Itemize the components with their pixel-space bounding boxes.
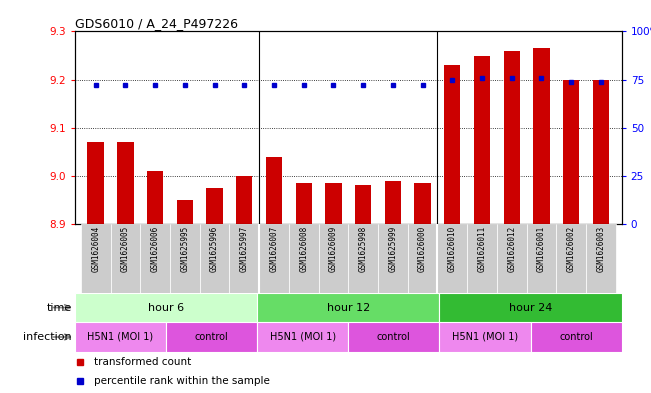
Bar xyxy=(533,48,549,224)
Text: GSM1626001: GSM1626001 xyxy=(537,226,546,272)
Bar xyxy=(348,224,378,293)
Bar xyxy=(326,183,342,224)
Text: H5N1 (MOI 1): H5N1 (MOI 1) xyxy=(452,332,518,342)
Text: GSM1626006: GSM1626006 xyxy=(150,226,159,272)
Text: hour 12: hour 12 xyxy=(327,303,370,312)
Text: GSM1626002: GSM1626002 xyxy=(566,226,575,272)
Text: GSM1625995: GSM1625995 xyxy=(180,226,189,272)
Text: time: time xyxy=(46,303,72,312)
Text: GSM1626007: GSM1626007 xyxy=(270,226,279,272)
Bar xyxy=(257,293,439,322)
Bar xyxy=(467,224,497,293)
Bar xyxy=(415,183,431,224)
Text: GSM1625999: GSM1625999 xyxy=(389,226,397,272)
Text: GSM1626009: GSM1626009 xyxy=(329,226,338,272)
Text: GSM1626000: GSM1626000 xyxy=(418,226,427,272)
Text: hour 6: hour 6 xyxy=(148,303,184,312)
Text: H5N1 (MOI 1): H5N1 (MOI 1) xyxy=(87,332,154,342)
Bar xyxy=(439,322,531,352)
Bar xyxy=(378,224,408,293)
Bar xyxy=(497,224,527,293)
Bar xyxy=(166,322,257,352)
Bar xyxy=(289,224,318,293)
Bar xyxy=(531,322,622,352)
Text: infection: infection xyxy=(23,332,72,342)
Bar xyxy=(527,224,557,293)
Text: transformed count: transformed count xyxy=(94,357,191,367)
Bar xyxy=(147,171,163,224)
Text: H5N1 (MOI 1): H5N1 (MOI 1) xyxy=(270,332,336,342)
Bar xyxy=(296,183,312,224)
Text: control: control xyxy=(377,332,411,342)
Bar xyxy=(385,181,401,224)
Text: GSM1626011: GSM1626011 xyxy=(478,226,486,272)
Bar xyxy=(75,322,166,352)
Bar xyxy=(439,293,622,322)
Bar xyxy=(348,322,439,352)
Text: control: control xyxy=(559,332,593,342)
Text: GSM1625998: GSM1625998 xyxy=(359,226,368,272)
Bar xyxy=(200,224,229,293)
Bar xyxy=(259,224,289,293)
Bar xyxy=(75,293,257,322)
Bar xyxy=(236,176,253,224)
Bar xyxy=(437,224,467,293)
Bar xyxy=(257,322,348,352)
Bar xyxy=(474,55,490,224)
Text: hour 24: hour 24 xyxy=(509,303,552,312)
Text: GSM1626003: GSM1626003 xyxy=(596,226,605,272)
Bar xyxy=(504,51,520,224)
Text: GDS6010 / A_24_P497226: GDS6010 / A_24_P497226 xyxy=(75,17,238,30)
Bar xyxy=(176,200,193,224)
Bar xyxy=(87,142,104,224)
Text: GSM1625997: GSM1625997 xyxy=(240,226,249,272)
Bar xyxy=(444,65,460,224)
Bar xyxy=(229,224,259,293)
Bar xyxy=(111,224,140,293)
Text: GSM1626004: GSM1626004 xyxy=(91,226,100,272)
Bar xyxy=(266,157,282,224)
Bar xyxy=(592,80,609,224)
Bar xyxy=(557,224,586,293)
Bar xyxy=(206,188,223,224)
Text: GSM1626010: GSM1626010 xyxy=(448,226,457,272)
Bar xyxy=(318,224,348,293)
Bar xyxy=(563,80,579,224)
Text: GSM1625996: GSM1625996 xyxy=(210,226,219,272)
Bar xyxy=(586,224,616,293)
Bar xyxy=(170,224,200,293)
Text: GSM1626012: GSM1626012 xyxy=(507,226,516,272)
Bar xyxy=(81,224,111,293)
Bar xyxy=(117,142,133,224)
Bar xyxy=(140,224,170,293)
Bar xyxy=(355,185,371,224)
Text: control: control xyxy=(195,332,229,342)
Text: percentile rank within the sample: percentile rank within the sample xyxy=(94,376,270,386)
Bar xyxy=(408,224,437,293)
Text: GSM1626005: GSM1626005 xyxy=(121,226,130,272)
Text: GSM1626008: GSM1626008 xyxy=(299,226,308,272)
